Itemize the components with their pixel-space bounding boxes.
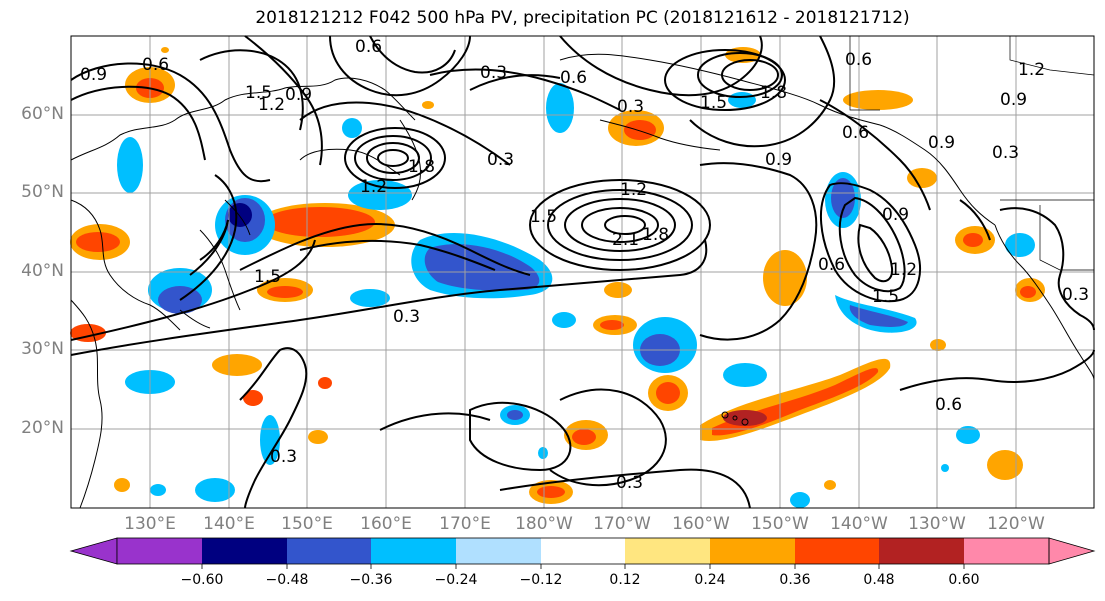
lat-tick-label: 60°N xyxy=(21,104,64,124)
lon-tick-label: 150°W xyxy=(751,514,809,534)
colorbar-bin xyxy=(879,538,964,564)
lon-tick-label: 130°E xyxy=(124,514,176,534)
contour-label: 1.2 xyxy=(360,177,387,197)
pv-contours xyxy=(70,35,1095,509)
contour-label: 0.9 xyxy=(765,150,792,170)
colorbar-tick-label: 0.24 xyxy=(694,572,726,588)
colorbar-bin xyxy=(541,538,625,564)
colorbar-bin xyxy=(964,538,1049,564)
lon-tick-label: 120°W xyxy=(987,514,1045,534)
colorbar-bin xyxy=(202,538,287,564)
contour-label: 0.9 xyxy=(882,205,909,225)
contour-label: 0.6 xyxy=(935,395,962,415)
lon-tick-label: 150°E xyxy=(281,514,333,534)
colorbar-bin xyxy=(710,538,795,564)
contour-label: 1.2 xyxy=(258,95,285,115)
lon-tick-label: 140°W xyxy=(830,514,888,534)
colorbar-extend-low xyxy=(69,537,118,565)
lat-tick-label: 30°N xyxy=(21,339,64,359)
contour-label: 0.9 xyxy=(285,85,312,105)
lat-tick-label: 20°N xyxy=(21,418,64,438)
figure-title: 2018121212 F042 500 hPa PV, precipitatio… xyxy=(255,8,910,28)
colorbar-tick-label: 0.48 xyxy=(863,572,895,588)
colorbar-bin xyxy=(795,538,879,564)
colorbar-frame xyxy=(116,537,1050,565)
map-frame xyxy=(70,35,1095,509)
contour-label: 0.3 xyxy=(480,63,507,83)
contour-label: 0.3 xyxy=(616,473,643,493)
lon-tick-label: 180°W xyxy=(515,514,573,534)
contour-label: 1.5 xyxy=(872,287,899,307)
contour-label: 1.8 xyxy=(642,225,669,245)
contour-label: 0.3 xyxy=(487,150,514,170)
colorbar-tick-label: −0.60 xyxy=(180,572,224,588)
lon-tick-label: 170°E xyxy=(439,514,491,534)
contour-label: 0.3 xyxy=(992,143,1019,163)
lon-tick-label: 160°W xyxy=(672,514,730,534)
contour-label: 0.9 xyxy=(1000,90,1027,110)
contour-label: 0.3 xyxy=(617,97,644,117)
lat-tick-label: 50°N xyxy=(21,182,64,202)
colorbar xyxy=(69,537,1096,569)
contour-label: 0.6 xyxy=(845,50,872,70)
contour-label: 0.3 xyxy=(270,447,297,467)
colorbar-bin xyxy=(456,538,541,564)
contour-label: 1.8 xyxy=(408,157,435,177)
colorbar-tick-label: 0.12 xyxy=(609,572,641,588)
contour-label: 1.2 xyxy=(890,260,917,280)
colorbar-tick-label: 0.60 xyxy=(948,572,980,588)
contour-label: 0.6 xyxy=(142,55,169,75)
contour-label: 1.5 xyxy=(254,267,281,287)
colorbar-tick-label: −0.24 xyxy=(434,572,478,588)
lon-tick-label: 140°E xyxy=(203,514,255,534)
contour-label: 0.9 xyxy=(80,65,107,85)
colorbar-bin xyxy=(371,538,456,564)
colorbar-extend-high xyxy=(1048,537,1096,565)
contour-label: 1.8 xyxy=(760,83,787,103)
contour-label: 1.5 xyxy=(700,93,727,113)
colorbar-tick-label: −0.48 xyxy=(265,572,309,588)
contour-label: 0.3 xyxy=(393,307,420,327)
contour-label: 1.5 xyxy=(245,83,272,103)
gridlines xyxy=(71,36,1094,508)
lon-tick-label: 130°W xyxy=(908,514,966,534)
contour-label: 1.5 xyxy=(530,207,557,227)
contour-label: 0.6 xyxy=(355,37,382,57)
lon-tick-label: 160°E xyxy=(360,514,412,534)
map-plot-area: 0.9 0.6 1.5 1.2 0.9 0.6 0.3 0.6 0.3 1.5 … xyxy=(70,35,1095,509)
colorbar-tick-label: −0.36 xyxy=(349,572,393,588)
contour-label: 2.1 xyxy=(612,230,639,250)
lon-tick-label: 170°W xyxy=(593,514,651,534)
contour-label: 1.2 xyxy=(1018,60,1045,80)
contour-label: 0.6 xyxy=(842,123,869,143)
colorbar-tick-label: 0.36 xyxy=(779,572,811,588)
contour-label: 0.9 xyxy=(928,133,955,153)
colorbar-tick-label: −0.12 xyxy=(519,572,563,588)
colorbar-bin xyxy=(287,538,371,564)
lat-tick-label: 40°N xyxy=(21,261,64,281)
contour-label: 0.6 xyxy=(818,255,845,275)
colorbar-bin xyxy=(117,538,202,564)
contour-label: 1.2 xyxy=(620,180,647,200)
colorbar-bin xyxy=(625,538,710,564)
contour-labels: 0.9 0.6 1.5 1.2 0.9 0.6 0.3 0.6 0.3 1.5 … xyxy=(80,37,1089,493)
contour-label: 0.3 xyxy=(1062,285,1089,305)
contour-label: 0.6 xyxy=(560,68,587,88)
